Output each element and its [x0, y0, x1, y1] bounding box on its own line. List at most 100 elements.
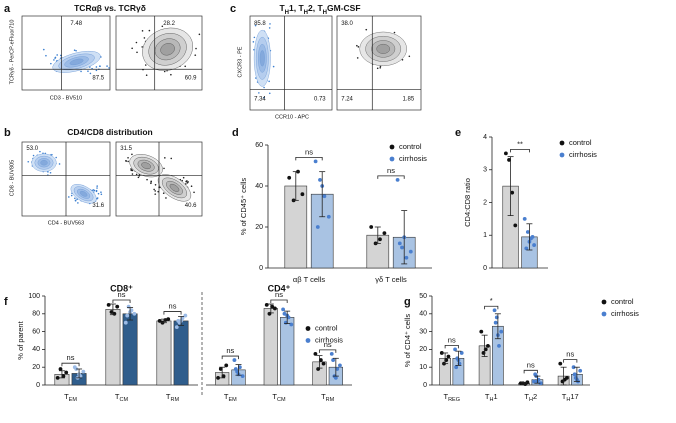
event-dot — [401, 58, 404, 61]
x-tick-label: TH17 — [562, 392, 579, 403]
event-dot — [131, 47, 133, 50]
panel-title: TCRαβ vs. TCRγδ — [74, 3, 146, 13]
density-contour — [141, 162, 151, 170]
data-point — [240, 374, 245, 378]
density-contour — [69, 58, 84, 66]
significance-bracket — [163, 311, 182, 315]
data-point — [486, 343, 490, 348]
y-tick-label: 0 — [36, 382, 40, 389]
gate-frequency: 87.5 — [92, 76, 104, 82]
data-point — [532, 379, 536, 384]
event-dot — [45, 54, 47, 57]
significance-label: ns — [67, 353, 75, 362]
data-point — [513, 223, 518, 228]
title-part: GM-CSF — [327, 3, 361, 13]
density-contour — [169, 183, 180, 192]
y-tick-label: 1 — [483, 232, 487, 239]
event-dot — [143, 37, 146, 39]
event-dot — [150, 182, 152, 185]
significance-bracket — [523, 369, 538, 374]
event-dot — [141, 46, 143, 48]
data-point — [503, 151, 508, 156]
data-point — [578, 368, 583, 373]
event-dot — [163, 167, 165, 170]
data-point — [479, 329, 484, 334]
data-point — [538, 381, 543, 386]
significance-bracket — [563, 359, 578, 363]
data-point — [289, 322, 294, 327]
significance-label: ns — [566, 350, 574, 359]
panel-title: CD4/CD8 distribution — [67, 127, 152, 137]
x-tick-label: TCM — [272, 392, 286, 403]
event-dot — [96, 185, 98, 187]
event-dot — [376, 67, 379, 70]
significance-label: ns — [118, 290, 126, 299]
x-tick-label: TRM — [166, 392, 180, 403]
event-dot — [96, 197, 99, 199]
y-tick-label: 0 — [259, 265, 263, 272]
event-dot — [100, 191, 102, 193]
event-dot — [130, 168, 132, 170]
category-suffix: 17 — [570, 392, 578, 401]
event-dot — [252, 41, 255, 43]
y-tick-label: 2 — [483, 199, 487, 206]
legend-label: control — [569, 138, 592, 147]
event-dot — [68, 196, 70, 198]
data-point — [270, 304, 275, 309]
data-point — [459, 351, 464, 355]
title-part: CD4/CD8 distribution — [67, 127, 152, 137]
data-point — [281, 307, 285, 312]
event-dot — [95, 190, 98, 193]
data-point — [221, 374, 226, 378]
legend-marker — [559, 152, 565, 158]
event-dot — [254, 24, 257, 27]
x-tick-label: TEM — [224, 392, 237, 403]
event-dot — [80, 70, 82, 73]
event-dot — [141, 30, 144, 32]
legend-marker — [389, 156, 395, 162]
legend-label: cirrhosis — [315, 335, 343, 344]
y-tick-label: 20 — [419, 346, 427, 353]
x-tick-label: TREG — [443, 392, 460, 403]
significance-bracket — [444, 345, 459, 349]
title-part: 1, T — [289, 3, 304, 13]
data-point — [64, 370, 69, 375]
data-point — [166, 317, 171, 322]
event-dot — [77, 202, 79, 204]
event-dot — [145, 74, 148, 77]
x-tick-label: TH2 — [524, 392, 537, 403]
category-subscript: H — [529, 397, 533, 403]
data-point — [58, 367, 63, 371]
event-dot — [157, 190, 160, 193]
y-tick-label: 30 — [419, 328, 427, 335]
event-dot — [131, 173, 134, 175]
data-point — [106, 303, 111, 307]
data-point — [264, 303, 269, 307]
significance-bracket — [319, 349, 337, 353]
data-point — [282, 311, 287, 316]
significance-label: ns — [448, 335, 456, 344]
gate-frequency: 31.6 — [92, 203, 104, 209]
category-subscript: RM — [171, 397, 180, 403]
event-dot — [150, 180, 152, 183]
data-point — [395, 177, 400, 182]
event-dot — [190, 185, 193, 188]
category-base: T — [485, 392, 490, 401]
event-dot — [253, 36, 256, 39]
y-axis-label: CD4:CD8 ratio — [463, 178, 472, 227]
data-point — [499, 329, 504, 334]
data-point — [404, 255, 409, 260]
event-dot — [108, 67, 110, 69]
event-dot — [263, 96, 265, 99]
x-tick-label: TCM — [115, 392, 129, 403]
data-point — [176, 319, 181, 323]
data-point — [81, 369, 86, 374]
event-dot — [51, 153, 53, 156]
y-tick-label: 40 — [419, 311, 427, 318]
data-point — [558, 361, 563, 366]
event-dot — [39, 150, 41, 153]
significance-bracket — [377, 175, 405, 179]
event-dot — [268, 92, 271, 95]
event-dot — [153, 188, 155, 191]
event-dot — [272, 65, 275, 68]
